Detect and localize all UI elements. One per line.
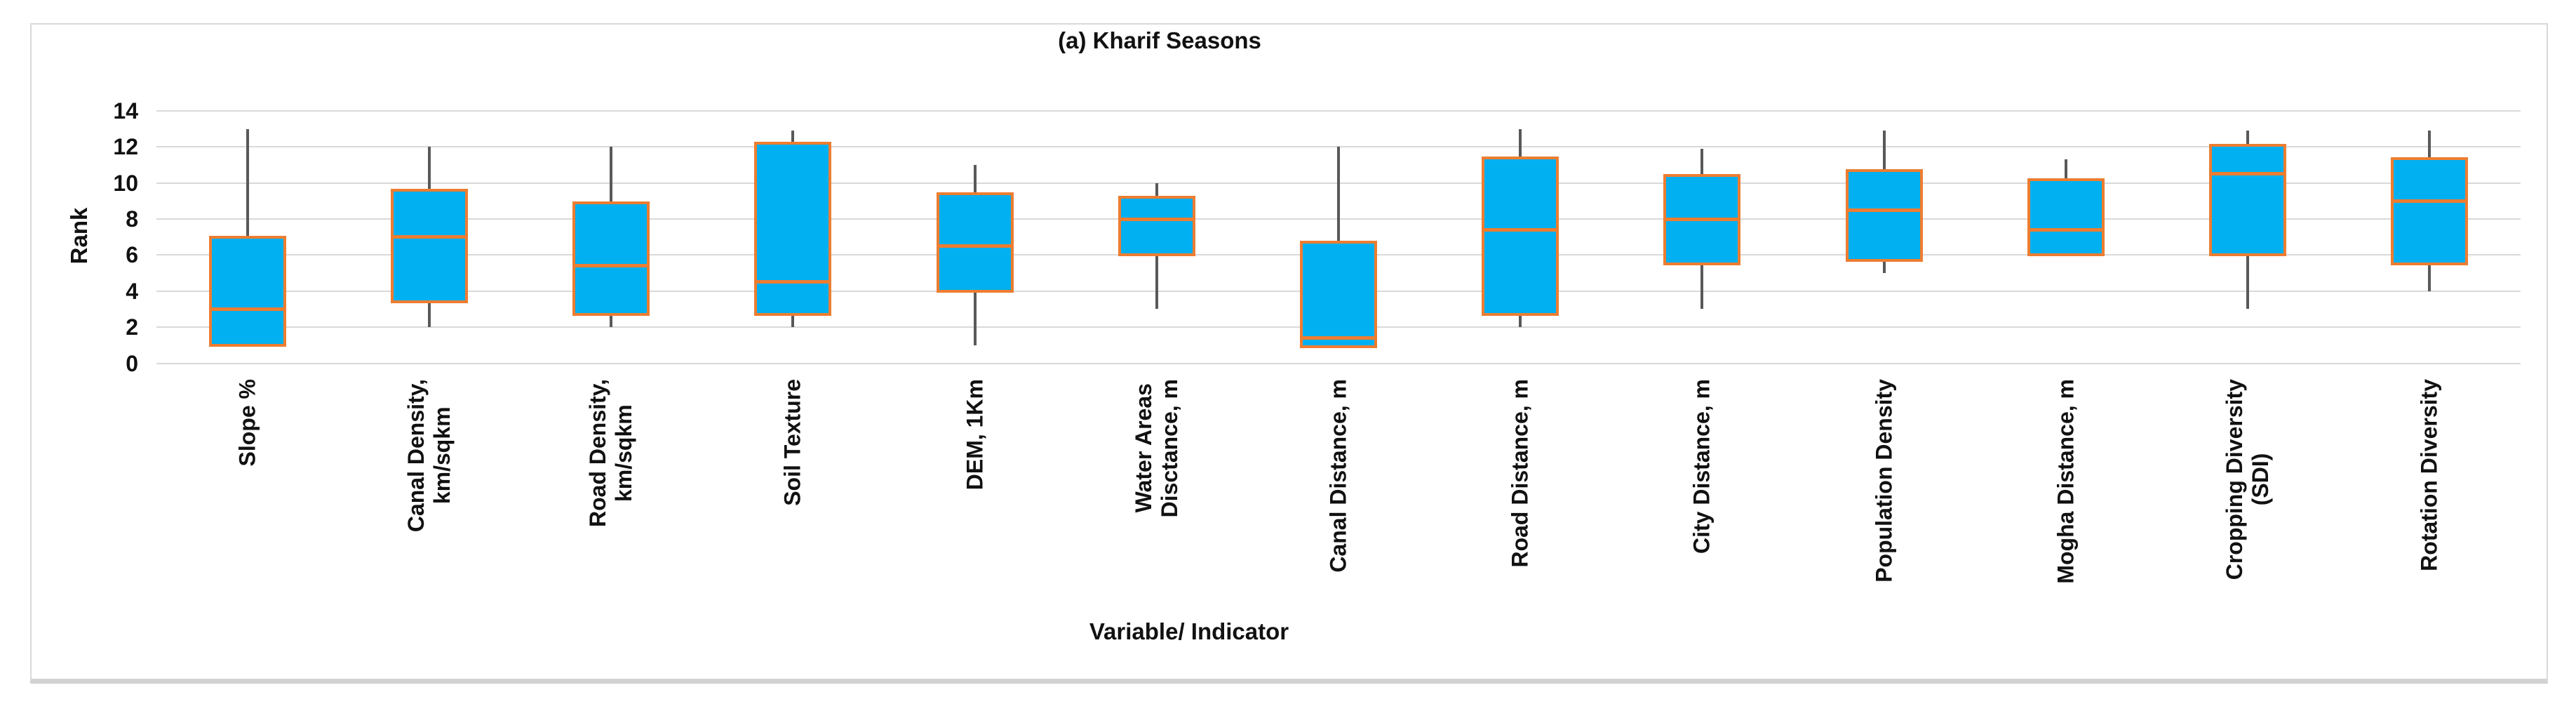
y-tick-label: 8 — [126, 206, 138, 232]
x-category-label: Canal Density, km/sqkm — [403, 379, 455, 536]
x-category-label-text: DEM, 1Km — [962, 379, 988, 491]
box-median-line — [2209, 172, 2287, 176]
x-category-label: Water Areas Disctance, m — [1131, 379, 1183, 521]
x-axis-title: Variable/ Indicator — [1089, 618, 1289, 644]
y-tick-label: 14 — [113, 98, 138, 124]
x-category-label: DEM, 1Km — [962, 379, 988, 493]
y-tick-label: 4 — [126, 278, 138, 304]
y-tick-label: 0 — [126, 350, 138, 376]
box-median-line — [1482, 227, 1559, 232]
x-category-label-text: City Distance, m — [1689, 379, 1715, 554]
box-median-line — [1300, 336, 1377, 340]
y-tick-label: 2 — [126, 314, 138, 340]
x-category-label-text: Water Areas Disctance, m — [1130, 379, 1182, 518]
box-median-line — [1663, 217, 1741, 221]
x-category-label-text: Rotation Diversity — [2416, 379, 2442, 571]
chart-figure: (a) Kharif Seasons Rank Variable/ Indica… — [30, 23, 2548, 684]
box-median-line — [936, 244, 1014, 248]
box-plot-box — [208, 235, 286, 347]
x-category-label: Cropping Diversity (SDI) — [2222, 379, 2274, 583]
x-category-label-text: Road Distance, m — [1507, 379, 1533, 568]
x-category-label: Mogha Distance, m — [2053, 379, 2079, 587]
box-median-line — [1118, 217, 1195, 221]
box-median-line — [2027, 227, 2105, 232]
box-plot-box — [2391, 157, 2469, 266]
y-tick-label: 10 — [113, 170, 138, 196]
box-median-line — [2391, 199, 2469, 203]
box-plot-box — [1845, 168, 1923, 263]
x-category-label: Canal Distance, m — [1326, 379, 1352, 576]
y-tick-label: 6 — [126, 242, 138, 268]
box-plot-box — [2209, 143, 2287, 257]
x-category-label-text: Population Density — [1871, 379, 1897, 583]
box-median-line — [208, 307, 286, 311]
box-plot-box — [936, 192, 1014, 293]
box-plot-box — [2027, 178, 2105, 257]
box-plot-box — [1300, 241, 1377, 349]
x-category-label-text: Canal Distance, m — [1325, 379, 1351, 573]
x-category-label-text: Slope % — [234, 379, 260, 467]
x-category-label-text: Soil Texture — [779, 379, 805, 506]
x-category-label: Road Distance, m — [1508, 379, 1534, 571]
box-median-line — [1845, 208, 1923, 212]
box-median-line — [754, 280, 832, 284]
x-category-label: City Distance, m — [1689, 379, 1715, 557]
box-median-line — [572, 264, 650, 268]
x-category-label: Soil Texture — [780, 379, 806, 510]
box-plot-box — [572, 201, 650, 317]
box-plot-box — [754, 142, 832, 317]
x-category-label-text: Mogha Distance, m — [2053, 379, 2079, 584]
gridline — [156, 109, 2521, 112]
x-category-label: Slope % — [234, 379, 260, 470]
x-category-label: Rotation Diversity — [2417, 379, 2443, 575]
chart-title: (a) Kharif Seasons — [1058, 27, 1261, 53]
box-plot-box — [1118, 196, 1195, 257]
x-category-label: Road Density, km/sqkm — [585, 379, 637, 531]
box-median-line — [390, 235, 468, 239]
x-category-label-text: Canal Density, km/sqkm — [403, 379, 455, 533]
box-plot-box — [1482, 156, 1559, 317]
x-category-label-text: Cropping Diversity (SDI) — [2222, 379, 2274, 580]
x-category-label: Population Density — [1871, 379, 1897, 586]
x-category-label-text: Road Density, km/sqkm — [585, 379, 637, 527]
y-tick-label: 12 — [113, 134, 138, 160]
gridline — [156, 362, 2521, 364]
box-plot-box — [390, 188, 468, 304]
